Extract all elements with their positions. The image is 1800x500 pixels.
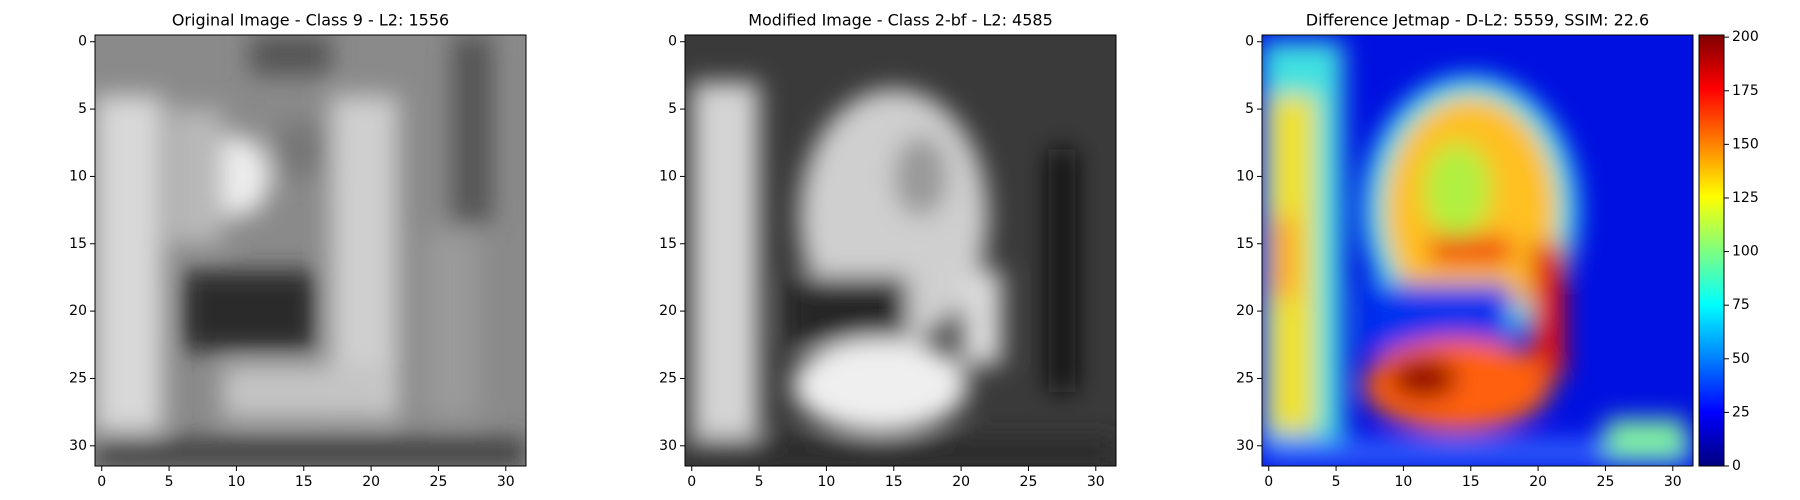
- x-tick-label: 15: [1462, 474, 1480, 490]
- x-tick-label: 0: [1264, 474, 1273, 490]
- colorbar: [1698, 34, 1725, 467]
- y-tick-label: 25: [659, 370, 677, 386]
- y-tick-label: 30: [69, 438, 87, 454]
- y-tick-label: 25: [1236, 370, 1254, 386]
- x-tick-label: 5: [165, 474, 174, 490]
- x-tick-label: 20: [952, 474, 970, 490]
- x-tick-label: 5: [755, 474, 764, 490]
- x-tick-label: 30: [1087, 474, 1105, 490]
- y-tick-label: 10: [659, 168, 677, 184]
- x-tick-label: 20: [1529, 474, 1547, 490]
- x-tick-label: 0: [97, 474, 106, 490]
- image: [95, 35, 526, 466]
- y-tick-label: 25: [69, 370, 87, 386]
- colorbar-tick-label: 175: [1732, 83, 1759, 99]
- y-tick-label: 20: [659, 303, 677, 319]
- y-tick-label: 30: [659, 438, 677, 454]
- x-tick-label: 10: [228, 474, 246, 490]
- x-tick-label: 10: [818, 474, 836, 490]
- y-tick-label: 20: [1236, 303, 1254, 319]
- x-tick-label: 30: [1664, 474, 1682, 490]
- x-tick-label: 15: [885, 474, 903, 490]
- y-tick-label: 20: [69, 303, 87, 319]
- y-tick-label: 15: [69, 236, 87, 252]
- x-tick-label: 30: [497, 474, 515, 490]
- axes-frame: [1261, 34, 1694, 467]
- colorbar-tick-label: 100: [1732, 244, 1759, 260]
- y-tick-label: 15: [659, 236, 677, 252]
- image: [685, 35, 1116, 466]
- y-tick-label: 5: [78, 101, 87, 117]
- panel-title: Difference Jetmap - D-L2: 5559, SSIM: 22…: [1306, 11, 1649, 30]
- colorbar-tick-label: 150: [1732, 136, 1759, 152]
- y-tick-label: 0: [668, 34, 677, 50]
- x-tick-label: 25: [430, 474, 448, 490]
- colorbar-tick-label: 200: [1732, 29, 1759, 45]
- colorbar-tick-label: 0: [1732, 458, 1741, 474]
- x-tick-label: 25: [1597, 474, 1615, 490]
- panel-title: Modified Image - Class 2-bf - L2: 4585: [748, 11, 1053, 30]
- y-tick-label: 0: [78, 34, 87, 50]
- colorbar-tick-label: 75: [1732, 297, 1750, 313]
- colorbar-tick-label: 50: [1732, 351, 1750, 367]
- x-tick-label: 5: [1332, 474, 1341, 490]
- y-tick-label: 10: [69, 168, 87, 184]
- x-tick-label: 15: [295, 474, 313, 490]
- y-tick-label: 15: [1236, 236, 1254, 252]
- axes-frame: [684, 34, 1117, 467]
- y-tick-label: 30: [1236, 438, 1254, 454]
- colorbar-tick-label: 25: [1732, 404, 1750, 420]
- image: [1262, 35, 1693, 466]
- y-tick-label: 5: [668, 101, 677, 117]
- x-tick-label: 10: [1395, 474, 1413, 490]
- x-tick-label: 20: [362, 474, 380, 490]
- axes-frame: [94, 34, 527, 467]
- y-tick-label: 10: [1236, 168, 1254, 184]
- x-tick-label: 0: [687, 474, 696, 490]
- y-tick-label: 0: [1245, 34, 1254, 50]
- x-tick-label: 25: [1020, 474, 1038, 490]
- colorbar-tick-label: 125: [1732, 190, 1759, 206]
- y-tick-label: 5: [1245, 101, 1254, 117]
- panel-title: Original Image - Class 9 - L2: 1556: [172, 11, 449, 30]
